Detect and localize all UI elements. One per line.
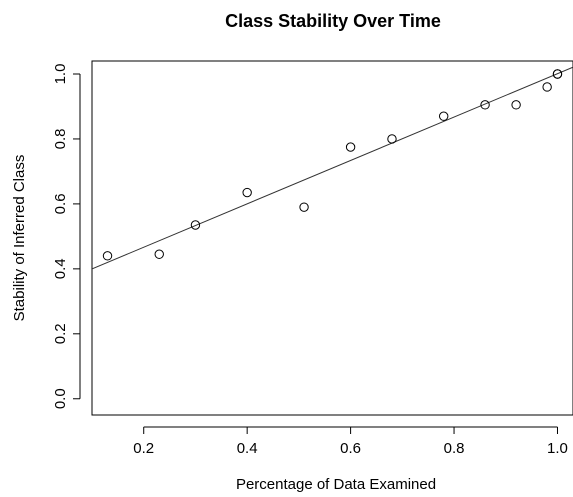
trend-line xyxy=(92,66,573,270)
x-tick-label: 0.6 xyxy=(340,440,361,457)
x-tick-label: 0.2 xyxy=(133,440,154,457)
plot-frame xyxy=(91,60,573,416)
data-point xyxy=(102,251,113,261)
data-point xyxy=(480,100,490,110)
chart-title: Class Stability Over Time xyxy=(225,11,441,31)
data-point xyxy=(154,249,164,259)
x-tick-label: 1.0 xyxy=(547,440,568,457)
data-point xyxy=(511,100,521,110)
data-point xyxy=(387,134,397,144)
x-axis: 0.2 0.4 0.6 0.8 1.0 xyxy=(133,426,568,457)
x-tick-label: 0.4 xyxy=(237,440,258,457)
y-tick-label: 0.8 xyxy=(52,129,69,150)
data-point xyxy=(299,202,309,212)
data-point xyxy=(552,69,563,79)
y-tick-label: 0.2 xyxy=(52,323,69,344)
points-layer xyxy=(102,69,563,261)
data-point xyxy=(242,187,252,198)
y-tick-label: 1.0 xyxy=(52,64,69,85)
y-axis-label: Stability of Inferred Class xyxy=(11,155,28,322)
x-axis-label: Percentage of Data Examined xyxy=(236,476,436,493)
y-tick-label: 0.0 xyxy=(52,388,69,409)
trend-line-layer xyxy=(92,66,573,270)
data-point xyxy=(345,142,356,152)
data-point xyxy=(438,111,449,121)
y-tick-label: 0.4 xyxy=(52,258,69,279)
data-point xyxy=(190,220,201,230)
y-tick-label: 0.6 xyxy=(52,193,69,214)
data-point xyxy=(542,82,552,92)
x-tick-label: 0.8 xyxy=(444,440,465,457)
y-axis: 0.0 0.2 0.4 0.6 0.8 1.0 xyxy=(52,64,81,409)
